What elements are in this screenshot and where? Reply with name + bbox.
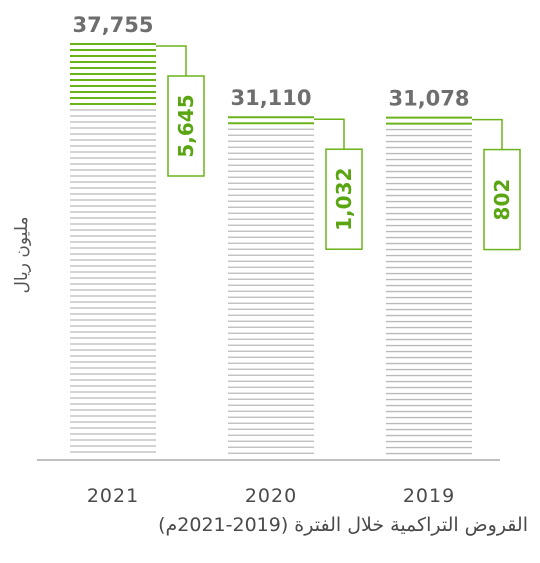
increment-label: 802: [490, 179, 514, 221]
labels-group: 37,755 2021 5,645 31,110 2020 1,032 31,078 2019…: [72, 13, 521, 507]
increment-connector: [472, 118, 503, 150]
y-axis-label: مليون ريال: [12, 216, 32, 293]
chart-caption: القروض التراكمية خلال الفترة (2019-2021م…: [158, 514, 528, 536]
increment-label: 1,032: [332, 168, 356, 231]
loans-bar-chart: 37,755 2021 5,645 31,110 2020 1,032 31,078 2019…: [12, 13, 521, 507]
increment-connector: [314, 118, 345, 150]
category-label: 2020: [245, 485, 297, 507]
bars-group: [70, 43, 472, 455]
category-label: 2021: [87, 485, 139, 507]
increment-box: [325, 148, 363, 250]
value-label: 31,078: [388, 87, 469, 111]
bar-2019: [386, 116, 472, 455]
bar-2021: [70, 43, 156, 453]
value-label: 31,110: [230, 86, 311, 110]
value-label: 37,755: [72, 13, 153, 37]
bar-2020: [228, 116, 314, 454]
increment-connector: [156, 45, 187, 76]
increment-box: [167, 75, 205, 177]
increment-label: 5,645: [174, 94, 198, 157]
increment-box: [483, 148, 521, 251]
category-label: 2019: [403, 485, 455, 507]
